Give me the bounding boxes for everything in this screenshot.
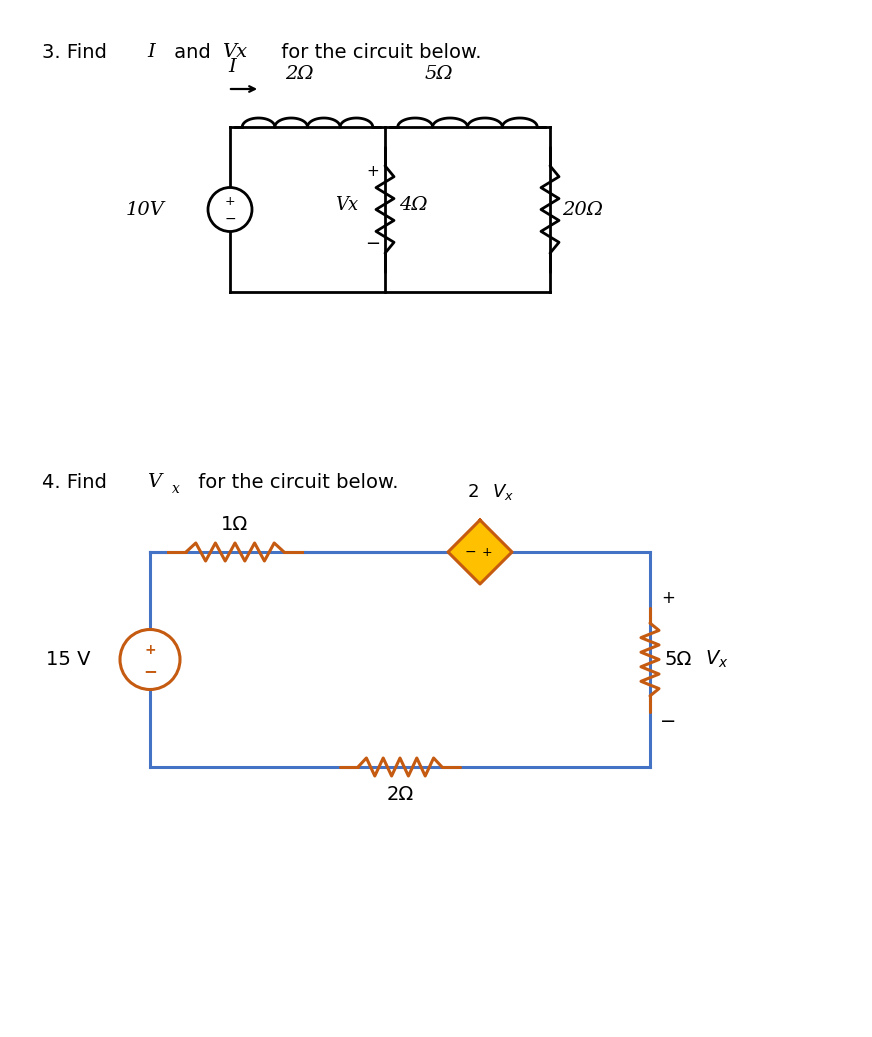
Text: +: + bbox=[661, 589, 675, 607]
Text: $V_x$: $V_x$ bbox=[492, 482, 514, 502]
Text: 4. Find: 4. Find bbox=[42, 473, 113, 492]
Text: +: + bbox=[225, 195, 235, 208]
Text: +: + bbox=[366, 164, 379, 179]
Text: I: I bbox=[147, 43, 154, 61]
Text: I: I bbox=[228, 58, 235, 76]
Text: +: + bbox=[144, 643, 156, 656]
Polygon shape bbox=[448, 520, 512, 584]
Text: V: V bbox=[147, 473, 161, 491]
Text: x: x bbox=[172, 482, 180, 496]
Text: 5Ω: 5Ω bbox=[665, 650, 692, 669]
Text: 2Ω: 2Ω bbox=[285, 65, 314, 83]
Text: −: − bbox=[464, 545, 476, 559]
Text: 10V: 10V bbox=[126, 200, 165, 219]
Text: 4Ω: 4Ω bbox=[399, 196, 427, 214]
Text: 3. Find: 3. Find bbox=[42, 43, 113, 61]
Text: 15 V: 15 V bbox=[45, 650, 90, 669]
Text: +: + bbox=[481, 545, 493, 559]
Text: for the circuit below.: for the circuit below. bbox=[192, 473, 399, 492]
Text: −: − bbox=[365, 235, 380, 253]
Text: for the circuit below.: for the circuit below. bbox=[275, 43, 481, 61]
Circle shape bbox=[120, 629, 180, 690]
Text: −: − bbox=[660, 712, 676, 731]
Text: 1Ω: 1Ω bbox=[221, 514, 249, 533]
Text: −: − bbox=[143, 663, 157, 680]
Text: 20Ω: 20Ω bbox=[562, 200, 603, 219]
Circle shape bbox=[208, 188, 252, 231]
Text: $V_x$: $V_x$ bbox=[705, 649, 728, 670]
Text: Vx: Vx bbox=[336, 196, 358, 214]
Text: and: and bbox=[168, 43, 217, 61]
Text: Vx: Vx bbox=[222, 43, 247, 61]
Text: 2: 2 bbox=[467, 483, 485, 501]
Text: 5Ω: 5Ω bbox=[425, 65, 453, 83]
Text: −: − bbox=[224, 212, 235, 225]
Text: 2Ω: 2Ω bbox=[386, 785, 413, 805]
